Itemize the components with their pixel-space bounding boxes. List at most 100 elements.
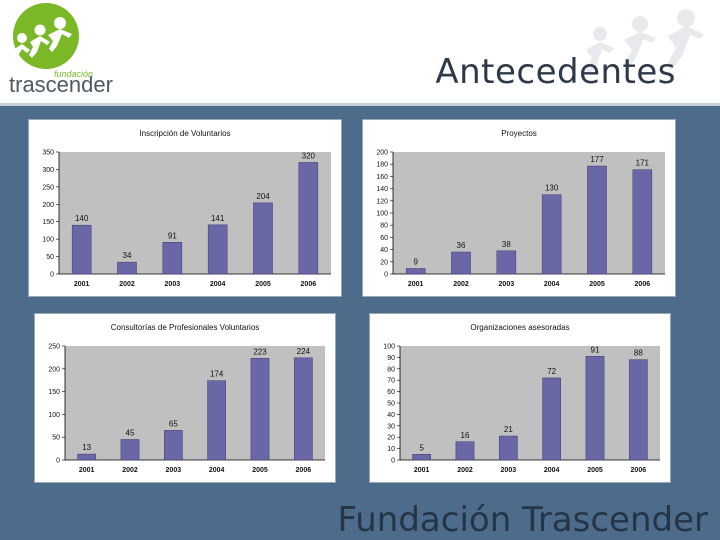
y-tick-label: 60 [387,389,395,396]
data-label: 141 [211,214,225,223]
slide-title: Antecedentes [435,52,676,92]
bar-2005 [250,358,270,461]
x-tick-label: 2001 [414,467,430,474]
data-label: 65 [169,419,178,428]
x-tick-label: 2003 [501,467,517,474]
y-tick-label: 200 [376,150,388,157]
logo-small-text: fundación [54,69,93,79]
data-label: 223 [253,347,267,356]
bar-2002 [451,251,471,275]
y-tick-label: 250 [42,184,54,191]
y-tick-label: 0 [56,458,60,465]
x-tick-label: 2001 [74,281,90,288]
data-label: 320 [302,151,316,160]
chart-organizaciones: Organizaciones asesoradas 0 10 20 30 40 50 60 70… [383,323,660,474]
plot-area [59,152,331,274]
data-label: 88 [634,349,643,358]
x-tick-label: 2006 [635,281,651,288]
plot-area [400,346,660,460]
bar-2002 [117,261,137,275]
bar-2004 [541,194,562,275]
chart-card-consultorias: Consultorías de Profesionales Voluntario… [34,313,336,483]
bar-2001 [77,453,97,461]
x-tick-label: 2003 [165,281,181,288]
data-label: 16 [461,431,470,440]
chart-card-proyectos: Proyectos 0 20 40 60 80 100 120 140 160 180 200 9 200… [362,119,676,297]
y-tick-label: 90 [387,355,395,362]
y-tick-label: 50 [52,435,60,442]
y-tick-label: 0 [50,272,54,279]
data-label: 5 [419,443,424,452]
chart-title: Inscripción de Voluntarios [139,129,230,138]
bar-2004 [207,380,227,461]
x-tick-label: 2003 [499,281,515,288]
bar-2002 [455,441,475,461]
bar-2006 [632,169,653,275]
x-tick-label: 2001 [79,467,95,474]
data-label: 224 [297,347,311,356]
y-tick-label: 150 [42,219,54,226]
y-tick-label: 30 [387,423,395,430]
y-tick-label: 350 [42,150,54,157]
y-tick-label: 70 [387,378,395,385]
chart-consultorias: Consultorías de Profesionales Voluntario… [48,323,325,474]
slide-header: fundación trascender Antecedentes [0,0,720,106]
x-tick-label: 2002 [119,281,135,288]
data-label: 177 [590,155,604,164]
bar-2001 [71,224,92,275]
y-tick-label: 180 [376,162,388,169]
x-tick-label: 2006 [301,281,317,288]
x-tick-label: 2004 [544,281,560,288]
y-tick-label: 200 [48,366,60,373]
y-tick-label: 250 [48,344,60,351]
plot-area [65,346,325,460]
data-label: 9 [413,258,418,267]
data-label: 174 [210,370,224,379]
x-tick-label: 2005 [252,467,268,474]
bar-2005 [253,202,273,275]
data-label: 171 [636,159,650,168]
y-tick-label: 80 [387,366,395,373]
x-tick-label: 2005 [589,281,605,288]
bar-2006 [298,162,319,275]
chart-title: Proyectos [501,129,537,138]
bar-2005 [585,356,605,461]
bar-2006 [628,359,648,461]
x-tick-label: 2005 [255,281,271,288]
x-tick-label: 2001 [408,281,424,288]
plot-area [393,152,665,274]
bar-2004 [207,224,228,275]
y-tick-label: 120 [376,198,388,205]
bar-2003 [496,250,517,275]
data-label: 72 [547,367,556,376]
y-tick-label: 100 [376,211,388,218]
data-label: 34 [123,251,132,260]
x-tick-label: 2004 [544,467,560,474]
y-tick-label: 20 [380,259,388,266]
chart-voluntarios: Inscripción de Voluntarios 0 50 100 150 200 25… [42,129,331,288]
y-tick-label: 0 [384,272,388,279]
bar-2002 [120,439,140,461]
x-tick-label: 2002 [122,467,138,474]
bar-2001 [405,268,426,275]
y-tick-label: 100 [42,237,54,244]
y-tick-label: 40 [380,247,388,254]
logo-figures-icon [11,17,72,60]
bar-2001 [412,454,432,461]
y-tick-label: 140 [376,186,388,193]
y-tick-label: 50 [46,254,54,261]
fundacion-trascender-logo: fundación trascender [9,3,113,97]
data-label: 91 [168,231,177,240]
x-tick-label: 2006 [296,467,312,474]
y-tick-label: 100 [383,344,395,351]
y-tick-label: 20 [387,435,395,442]
x-tick-label: 2005 [587,467,603,474]
x-tick-label: 2002 [457,467,473,474]
data-label: 130 [545,184,559,193]
y-tick-label: 150 [48,389,60,396]
y-tick-label: 100 [48,412,60,419]
data-label: 13 [82,443,91,452]
x-tick-label: 2003 [166,467,182,474]
x-tick-label: 2004 [210,281,226,288]
y-tick-label: 50 [387,401,395,408]
